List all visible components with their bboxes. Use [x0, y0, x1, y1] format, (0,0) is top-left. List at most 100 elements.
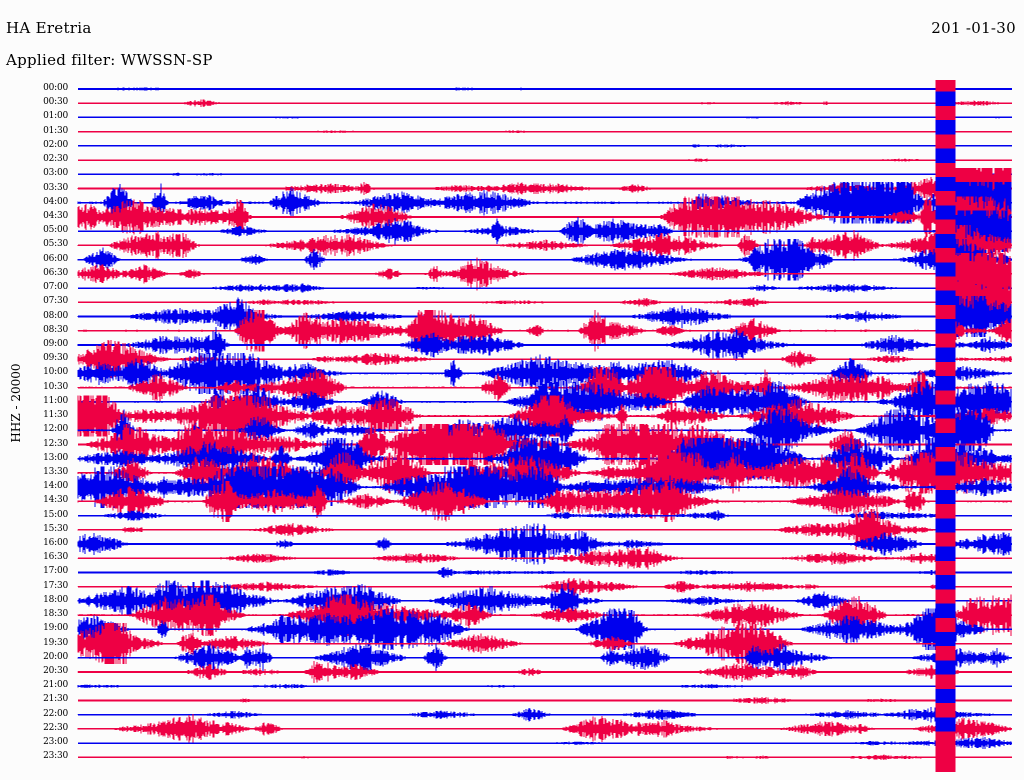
time-label: 10:30 — [43, 381, 68, 392]
trace-waveform — [77, 248, 1012, 300]
time-label: 08:00 — [43, 310, 68, 321]
trace-waveform — [77, 575, 1010, 627]
time-label: 07:00 — [43, 282, 68, 293]
trace-row — [77, 560, 1012, 613]
time-label: 18:30 — [43, 609, 68, 620]
time-label: 11:00 — [43, 395, 68, 406]
time-label: 23:30 — [43, 751, 68, 762]
trace-row — [77, 703, 1012, 755]
time-label: 11:30 — [43, 410, 68, 421]
trace-waveform — [77, 518, 1012, 570]
time-label: 12:00 — [43, 424, 68, 435]
time-label: 17:30 — [43, 580, 68, 591]
trace-row — [78, 80, 1012, 129]
trace-row — [77, 290, 1012, 343]
trace-waveform — [77, 475, 1012, 528]
trace-row — [77, 617, 1012, 670]
time-label: 03:00 — [43, 168, 68, 179]
trace-waveform — [77, 233, 1012, 286]
time-label: 04:00 — [43, 196, 68, 207]
trace-row — [77, 233, 1012, 286]
trace-waveform — [77, 191, 1012, 243]
time-label: 05:00 — [43, 225, 68, 236]
trace-row — [78, 731, 1012, 772]
time-label: 14:30 — [43, 495, 68, 506]
trace-row — [78, 134, 1012, 186]
trace-row — [78, 717, 1012, 769]
trace-waveform — [301, 546, 962, 599]
trace-row — [78, 546, 1012, 599]
time-label: 22:30 — [43, 722, 68, 733]
trace-row — [77, 177, 1012, 229]
trace-waveform — [77, 603, 1012, 656]
time-label: 05:30 — [43, 239, 68, 250]
trace-row — [77, 518, 1012, 570]
trace-row — [78, 120, 1012, 172]
time-label: 19:00 — [43, 623, 68, 634]
trace-waveform — [180, 80, 1009, 129]
trace-row — [77, 305, 1012, 357]
time-label: 06:30 — [43, 267, 68, 278]
trace-waveform — [77, 305, 1012, 357]
trace-row — [77, 646, 1012, 698]
time-label: 03:30 — [43, 182, 68, 193]
time-label: 10:00 — [43, 367, 68, 378]
time-label: 09:00 — [43, 338, 68, 349]
time-label: 06:00 — [43, 253, 68, 264]
trace-row — [77, 532, 1012, 584]
time-label: 04:30 — [43, 210, 68, 221]
time-label: 15:00 — [43, 509, 68, 520]
trace-waveform — [237, 674, 956, 727]
trace-waveform — [78, 418, 1012, 471]
station-title: HA Eretria — [6, 19, 92, 37]
trace-waveform — [77, 219, 1012, 272]
applied-filter-label: Applied filter: WWSSN-SP — [6, 51, 213, 69]
trace-waveform — [78, 205, 1012, 257]
trace-waveform — [77, 632, 1011, 684]
time-label: 00:00 — [43, 83, 68, 93]
trace-waveform — [77, 177, 1012, 229]
trace-row — [78, 80, 1012, 115]
time-label: 01:00 — [43, 111, 68, 122]
seismic-trace-canvas — [77, 80, 1012, 772]
trace-row — [77, 191, 1012, 243]
time-label: 23:00 — [43, 737, 68, 748]
trace-row — [78, 674, 1012, 727]
trace-waveform — [77, 447, 1012, 499]
time-label: 15:30 — [43, 523, 68, 534]
trace-row — [78, 262, 1012, 314]
time-label: 02:30 — [43, 154, 68, 165]
trace-row — [78, 205, 1012, 257]
trace-waveform — [77, 660, 956, 712]
trace-waveform — [77, 319, 1012, 371]
time-label: 09:30 — [43, 353, 68, 364]
trace-waveform — [77, 461, 1012, 513]
trace-waveform — [77, 290, 1012, 343]
time-label: 16:30 — [43, 552, 68, 563]
time-label: 18:00 — [43, 594, 68, 605]
time-label: 16:00 — [43, 538, 68, 549]
time-label: 22:00 — [43, 708, 68, 719]
trace-waveform — [77, 560, 1000, 613]
time-axis: 00:00 00:30 01:00 01:30 02:00 02:30 03:00 03:30… — [0, 0, 76, 780]
trace-row — [78, 105, 1012, 158]
time-label: 13:00 — [43, 452, 68, 463]
time-label: 02:00 — [43, 139, 68, 150]
helicorder-plot — [76, 80, 1016, 772]
time-label: 08:30 — [43, 324, 68, 335]
time-label: 00:30 — [43, 97, 68, 108]
trace-waveform — [94, 80, 956, 115]
time-label: 21:30 — [43, 694, 68, 705]
time-label: 20:30 — [43, 666, 68, 677]
trace-row — [77, 219, 1012, 272]
time-label: 20:00 — [43, 651, 68, 662]
time-label: 14:00 — [43, 481, 68, 492]
trace-row — [77, 475, 1012, 528]
trace-row — [77, 632, 1012, 684]
time-label: 12:30 — [43, 438, 68, 449]
date-label: 201 -01-30 — [931, 19, 1016, 37]
time-label: 19:30 — [43, 637, 68, 648]
trace-waveform — [77, 703, 1012, 755]
time-label: 17:00 — [43, 566, 68, 577]
